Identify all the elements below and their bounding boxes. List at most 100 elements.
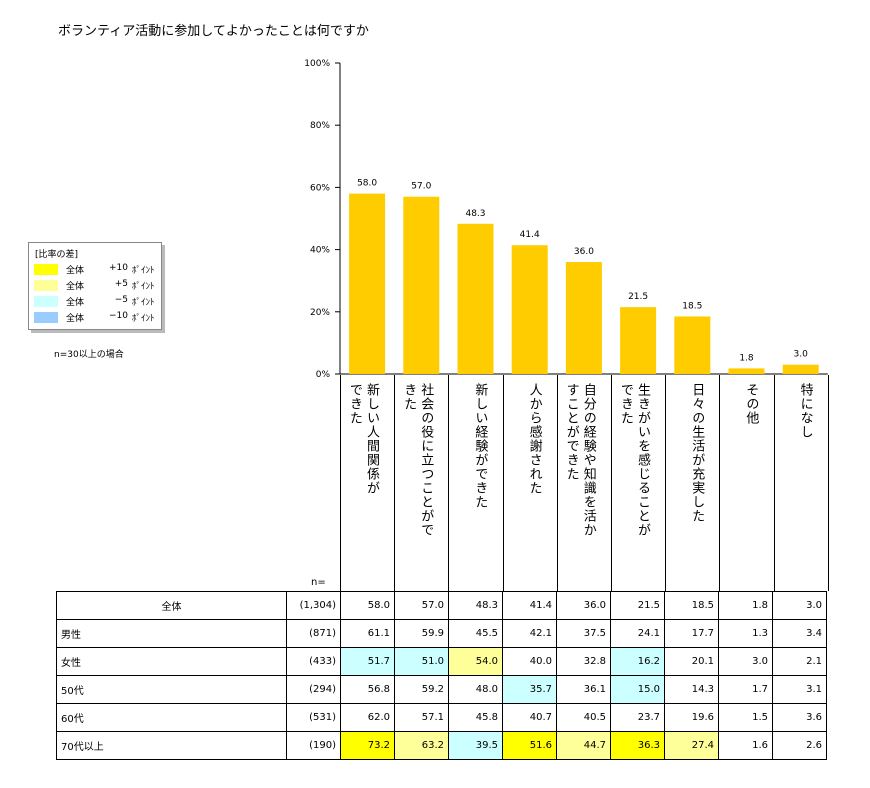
bar [620,307,657,374]
bar-value-label: 36.0 [574,247,594,257]
table-cell: 51.6 [502,731,557,760]
bar-value-label: 58.0 [357,179,377,189]
category-label-line: できた [618,383,633,425]
bar-chart: 0% 20% 40% 60% 80% 100% 58.0 57.0 48.3 41.4 36.0 21… [304,59,828,380]
legend-title: [比率の差] [35,250,79,260]
category-label-line: 日々の生活が充実した [689,383,705,523]
chart-title: ボランティア活動に参加してよかったことは何ですか [58,24,369,39]
bar [782,364,819,374]
bar [349,193,386,374]
y-tick-label: 40% [310,246,330,256]
table-cell: 15.0 [610,675,665,704]
legend-unit: ﾎﾟｲﾝﾄ [132,314,155,324]
table-cell: 2.6 [772,731,827,760]
table-cell: 24.1 [610,619,665,648]
row-count: (294) [286,675,341,704]
category-label-line: すことができた [563,383,579,481]
category-label: 社会の役に立つことがで きた [400,383,434,537]
table-cell: 17.7 [664,619,719,648]
table-cell: 14.3 [664,675,719,704]
table-cell: 36.0 [556,591,611,620]
bar-value-label: 21.5 [628,292,648,302]
legend-unit: ﾎﾟｲﾝﾄ [132,298,155,308]
bar [728,368,765,374]
table-cell: 21.5 [610,591,665,620]
y-tick-label: 80% [310,121,330,131]
legend-swatch-plus5 [34,280,58,291]
category-label: 新しい人間関係が できた [346,383,380,495]
row-label: 60代 [56,703,287,732]
row-count: (531) [286,703,341,732]
table-cell: 1.5 [718,703,773,732]
table-cell: 62.0 [340,703,395,732]
bar [511,245,548,374]
table-row: 男性 (871) 61.1 59.9 45.5 42.1 37.5 24.1 17.7 1.3 3.… [56,619,827,648]
category-column: 社会の役に立つことがで きた [394,375,448,591]
legend-label: 全体 [66,298,85,308]
legend-item-plus10: 全体 +10 ﾎﾟｲﾝﾄ [34,263,159,276]
legend-item-minus10: 全体 −10 ﾎﾟｲﾝﾄ [34,311,159,324]
table-cell: 41.4 [502,591,557,620]
row-label: 男性 [56,619,287,648]
table-cell: 1.3 [718,619,773,648]
table-cell: 51.7 [340,647,395,676]
row-label: 70代以上 [56,731,287,760]
category-label: 生きがいを感じることが できた [617,383,651,537]
table-row: 50代 (294) 56.8 59.2 48.0 35.7 36.1 15.0 14.3 1.7 3… [56,675,827,704]
table-cell: 59.9 [394,619,449,648]
table-cell: 18.5 [664,591,719,620]
table-cell: 1.8 [718,591,773,620]
n-label: n= [311,577,326,588]
category-label: 新しい経験ができた [471,383,488,509]
table-cell: 48.0 [448,675,503,704]
bar [403,196,440,374]
legend-value: −10 [109,311,128,321]
category-column: 人から感謝された [502,375,557,591]
table-cell: 57.0 [394,591,449,620]
table-cell: 45.8 [448,703,503,732]
table-cell: 48.3 [448,591,503,620]
legend-item-plus5: 全体 +5 ﾎﾟｲﾝﾄ [34,279,159,292]
category-label-line: 自分の経験や知識を活か [580,383,596,537]
table-row: 60代 (531) 62.0 57.1 45.8 40.7 40.5 23.7 19.6 1.5 3… [56,703,827,732]
table-cell: 73.2 [340,731,395,760]
table-cell: 39.5 [448,731,503,760]
row-label: 女性 [56,647,287,676]
table-row: 女性 (433) 51.7 51.0 54.0 40.0 32.8 16.2 20.1 3.0 2.… [56,647,827,676]
bar [674,316,711,374]
category-label-line: 新しい人間関係が [364,383,379,495]
legend-value: −5 [114,295,128,305]
category-column: 特になし [773,375,828,591]
table-cell: 3.0 [772,591,827,620]
bar-value-label: 18.5 [682,301,702,311]
table-cell: 45.5 [448,619,503,648]
row-count: (871) [286,619,341,648]
bar-value-label: 48.3 [465,209,485,219]
table-cell: 59.2 [394,675,449,704]
table-cell: 20.1 [664,647,719,676]
table-row: 全体 (1,304) 58.0 57.0 48.3 41.4 36.0 21.5 18.5 1.8… [56,591,827,620]
crosstab-table: 全体 (1,304) 58.0 57.0 48.3 41.4 36.0 21.5 18.5 1.8… [56,591,827,760]
table-row: 70代以上 (190) 73.2 63.2 39.5 51.6 44.7 36.3 27.4 1.… [56,731,827,760]
table-cell: 40.0 [502,647,557,676]
bar-value-label: 57.0 [411,182,431,192]
y-tick-label: 0% [316,370,331,380]
table-cell: 23.7 [610,703,665,732]
table-cell: 3.1 [772,675,827,704]
table-cell: 3.0 [718,647,773,676]
legend-value: +10 [109,263,128,273]
legend-label: 全体 [66,266,85,276]
category-label-line: 社会の役に立つことがで [418,383,434,537]
legend-value: +5 [114,279,128,289]
table-cell: 63.2 [394,731,449,760]
table-cell: 32.8 [556,647,611,676]
table-cell: 3.6 [772,703,827,732]
table-cell: 37.5 [556,619,611,648]
category-column: その他 [719,375,773,591]
bar-value-label: 1.8 [739,353,754,363]
table-cell: 42.1 [502,619,557,648]
legend-unit: ﾎﾟｲﾝﾄ [132,282,155,292]
y-tick-label: 20% [310,308,330,318]
row-label: 全体 [56,591,287,620]
row-label: 50代 [56,675,287,704]
